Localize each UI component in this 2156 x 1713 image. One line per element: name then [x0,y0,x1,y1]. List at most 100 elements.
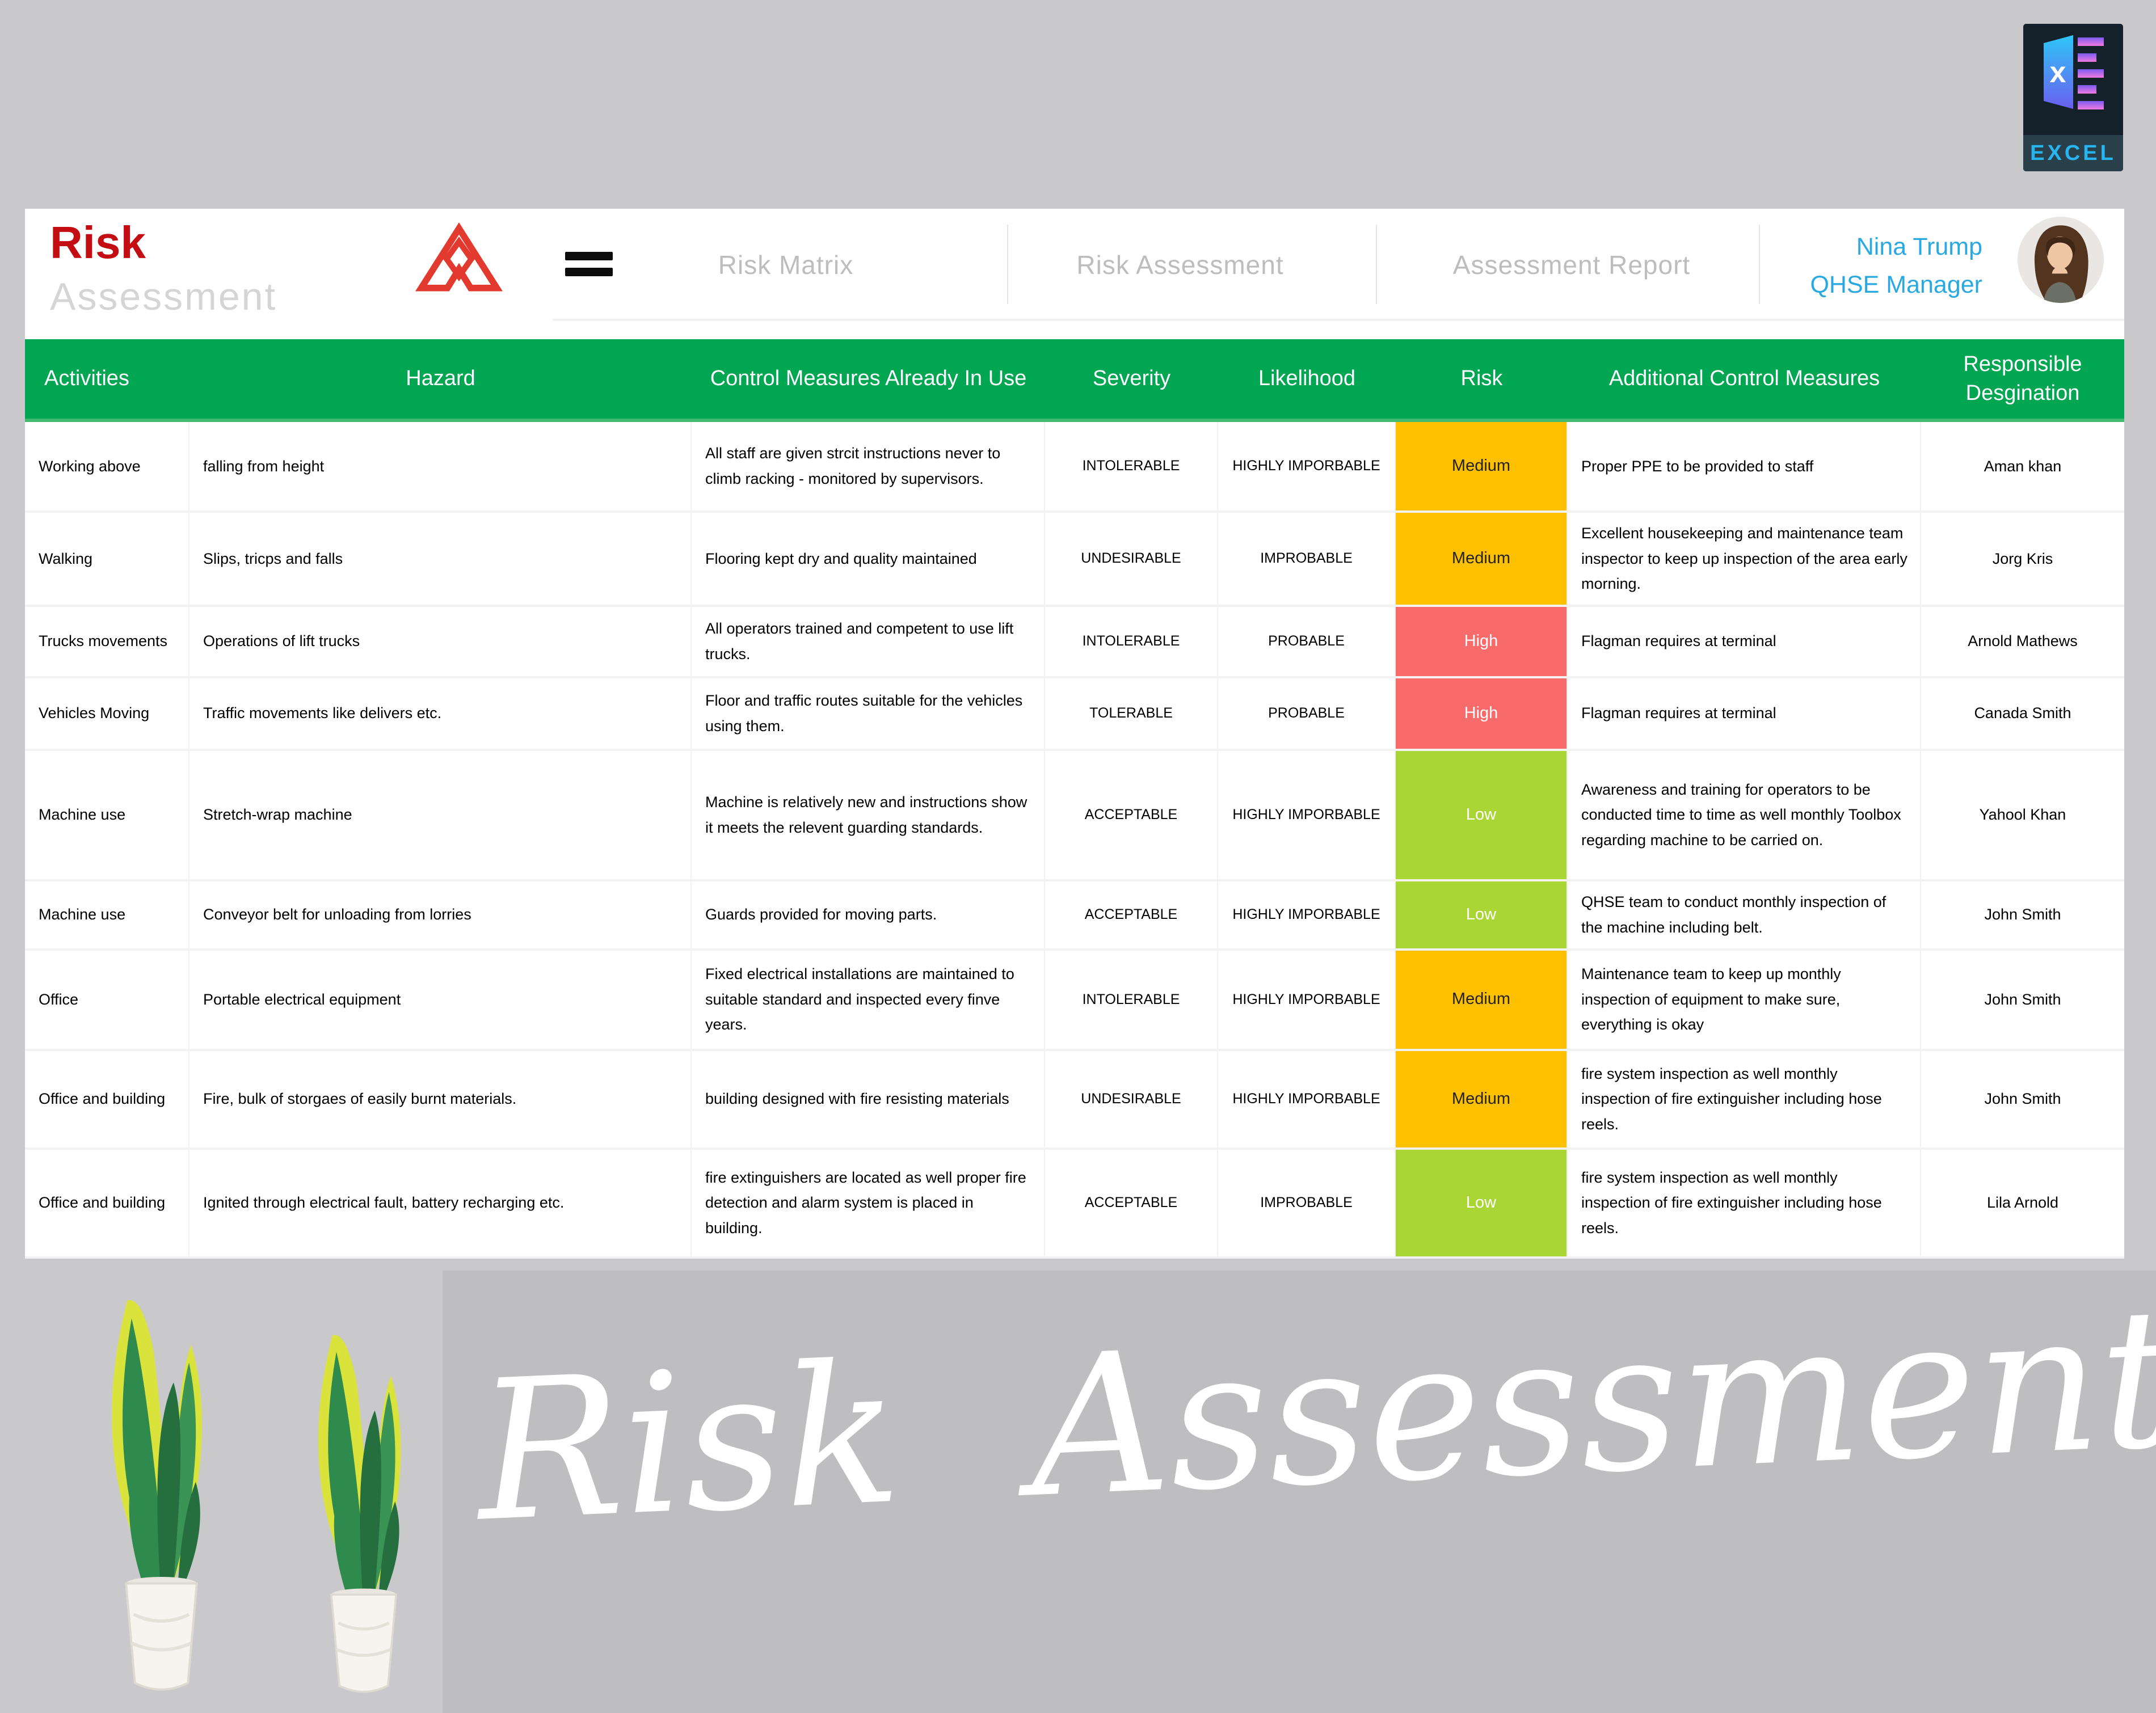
nav-divider [1007,225,1008,304]
cell-activity: Machine use [25,750,190,879]
cell-additional-control: fire system inspection as well monthly i… [1568,1149,1921,1256]
potted-plant-image [112,1300,202,1691]
excel-app-badge: x EXCEL [2023,24,2123,171]
table-row: Office Portable electrical equipment Fix… [25,950,2124,1051]
cell-control-measures: All staff are given strcit instructions … [692,422,1045,510]
cell-responsible: John Smith [1984,1090,2061,1108]
cell-control-measures: Guards provided for moving parts. [692,881,1045,948]
cell-likelihood: IMPROBABLE [1218,1149,1396,1256]
tab-assessment-report[interactable]: Assessment Report [1452,250,1691,280]
cell-responsible: John Smith [1984,990,2061,1008]
header-divider [553,319,2124,320]
cell-risk-badge: Low [1396,1149,1568,1256]
cell-additional-control: Proper PPE to be provided to staff [1568,422,1921,510]
table-row: Office and building Fire, bulk of storga… [25,1050,2124,1150]
cell-likelihood: HIGHLY IMPORBABLE [1218,750,1396,879]
cell-control-measures: All operators trained and competent to u… [692,606,1045,676]
table-row: Trucks movements Operations of lift truc… [25,606,2124,678]
cell-activity: Trucks movements [25,606,190,676]
cell-activity: Walking [25,513,190,605]
table-row: Walking Slips, tricps and falls Flooring… [25,513,2124,607]
excel-badge-label: EXCEL [2023,135,2123,171]
cell-risk-badge: Medium [1396,422,1568,510]
cell-responsible: Aman khan [1984,457,2062,475]
cell-additional-control: QHSE team to conduct monthly inspection … [1568,881,1921,948]
cell-additional-control: Maintenance team to keep up monthly insp… [1568,950,1921,1049]
cell-responsible: Yahool Khan [1979,806,2066,824]
cell-hazard: Ignited through electrical fault, batter… [190,1149,692,1256]
cell-control-measures: Fixed electrical installations are maint… [692,950,1045,1049]
brand-title-assessment: Assessment [50,275,277,318]
cell-additional-control: Flagman requires at terminal [1568,678,1921,749]
cell-severity: INTOLERABLE [1045,606,1218,676]
cell-severity: ACCEPTABLE [1045,1149,1218,1256]
table-row: Vehicles Moving Traffic movements like d… [25,678,2124,751]
cell-hazard: Conveyor belt for unloading from lorries [190,881,692,948]
cell-hazard: Portable electrical equipment [190,950,692,1049]
tab-risk-assessment[interactable]: Risk Assessment [1076,250,1284,280]
table-row: Machine use Conveyor belt for unloading … [25,881,2124,951]
cell-likelihood: PROBABLE [1218,606,1396,676]
column-header-additional-control: Additional Control Measures [1608,366,1880,391]
avatar[interactable] [2018,217,2104,303]
cell-severity: UNDESIRABLE [1045,1050,1218,1147]
cell-additional-control: fire system inspection as well monthly i… [1568,1050,1921,1147]
column-header-control-measures: Control Measures Already In Use [710,366,1027,391]
cell-likelihood: PROBABLE [1218,678,1396,749]
column-header-activities: Activities [44,366,129,391]
cell-control-measures: fire extinguishers are located as well p… [692,1149,1045,1256]
risk-assessment-card: Risk Assessment Risk Matrix Risk Assessm… [25,209,2124,1259]
cell-likelihood: HIGHLY IMPORBABLE [1218,881,1396,948]
table-body: Working above falling from height All st… [25,422,2124,1259]
cell-additional-control: Flagman requires at terminal [1568,606,1921,676]
card-header: Risk Assessment Risk Matrix Risk Assessm… [25,209,2124,339]
hamburger-bar [565,252,613,260]
table-row: Working above falling from height All st… [25,422,2124,513]
column-header-hazard: Hazard [406,366,475,391]
avatar-portrait [2018,217,2104,303]
cell-risk-badge: Medium [1396,513,1568,605]
user-name: Nina Trump [1856,233,1982,260]
cell-risk-badge: Low [1396,750,1568,879]
excel-x-book-icon: x [2044,35,2104,109]
cell-severity: INTOLERABLE [1045,950,1218,1049]
user-role: QHSE Manager [1810,271,1982,298]
brand-title-risk: Risk [50,217,146,268]
column-header-severity: Severity [1092,366,1171,391]
cell-likelihood: HIGHLY IMPORBABLE [1218,950,1396,1049]
cell-responsible: John Smith [1984,906,2061,923]
column-header-likelihood: Likelihood [1258,366,1356,391]
table-row: Machine use Stretch-wrap machine Machine… [25,750,2124,881]
cell-severity: INTOLERABLE [1045,422,1218,510]
hamburger-icon[interactable] [565,252,613,277]
cell-hazard: Slips, tricps and falls [190,513,692,605]
watermark-word-risk: Risk [472,1322,905,1565]
cell-responsible: Lila Arnold [1986,1194,2059,1212]
cell-additional-control: Awareness and training for operators to … [1568,750,1921,879]
cell-likelihood: IMPROBABLE [1218,513,1396,605]
cell-risk-badge: High [1396,678,1568,749]
cell-hazard: Operations of lift trucks [190,606,692,676]
cell-activity: Office and building [25,1149,190,1256]
cell-risk-badge: High [1396,606,1568,676]
column-header-risk: Risk [1460,366,1503,391]
column-header-responsible: Responsible Desgination [1963,352,2082,405]
tab-risk-matrix[interactable]: Risk Matrix [718,250,854,280]
nav-divider [1759,225,1760,304]
cell-control-measures: Machine is relatively new and instructio… [692,750,1045,879]
cell-severity: UNDESIRABLE [1045,513,1218,605]
cell-risk-badge: Medium [1396,950,1568,1049]
cell-severity: ACCEPTABLE [1045,881,1218,948]
bottom-panel [443,1271,2156,1713]
svg-text:x: x [2050,56,2066,89]
cell-hazard: Stretch-wrap machine [190,750,692,879]
cell-responsible: Jorg Kris [1992,550,2053,567]
cell-control-measures: Flooring kept dry and quality maintained [692,513,1045,605]
cell-additional-control: Excellent housekeeping and maintenance t… [1568,513,1921,605]
cell-hazard: Fire, bulk of storgaes of easily burnt m… [190,1050,692,1147]
cell-hazard: falling from height [190,422,692,510]
cell-activity: Machine use [25,881,190,948]
table-row: Office and building Ignited through elec… [25,1149,2124,1259]
cell-risk-badge: Medium [1396,1050,1568,1147]
cell-activity: Office [25,950,190,1049]
